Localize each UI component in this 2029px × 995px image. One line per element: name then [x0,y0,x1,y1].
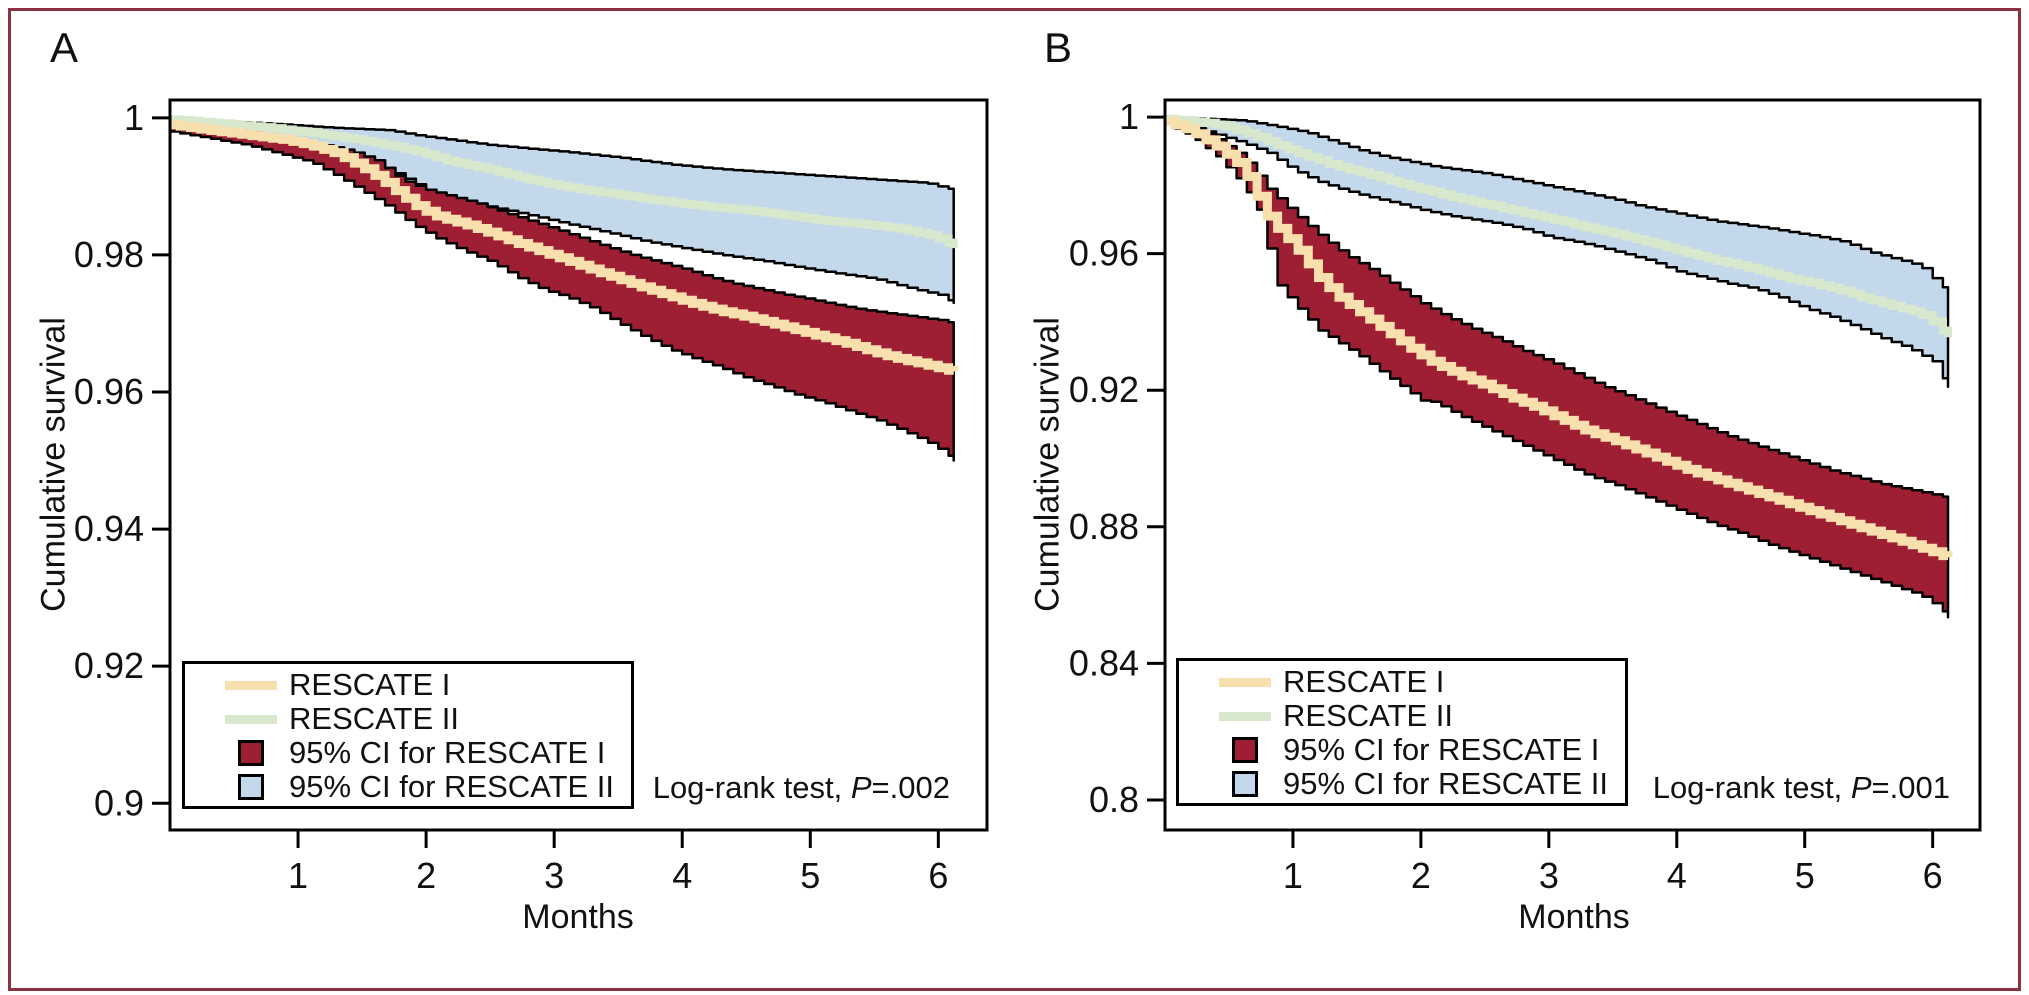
x-tick-label: 6 [928,855,948,896]
legend-row-rescate2: RESCATE II [1207,698,1625,733]
x-tick-label: 1 [288,855,308,896]
x-tick-label: 5 [800,855,820,896]
x-tick-label: 2 [1411,855,1431,896]
legend-row-ci1: 95% CI for RESCATE I [1207,732,1625,767]
legend-label: RESCATE I [289,667,451,702]
y-tick-label: 0.9 [94,782,144,823]
legend-row-ci2: 95% CI for RESCATE II [1207,766,1625,801]
panel-b-y-axis-title: Cumulative survival [1028,317,1067,612]
legend-row-ci2: 95% CI for RESCATE II [213,769,631,804]
y-tick-label: 0.92 [74,645,144,686]
legend-row-rescate1: RESCATE I [1207,664,1625,699]
survival-curve-rescate1_line [170,120,959,375]
p-symbol: P [1850,770,1872,805]
y-tick-label: 0.84 [1069,642,1139,683]
legend-label: 95% CI for RESCATE I [289,735,606,770]
y-tick-label: 0.96 [74,371,144,412]
ci1-box-swatch [1207,737,1283,763]
x-tick-label: 4 [672,855,692,896]
plot-frame [1163,98,1982,832]
panel-a-logrank-annotation: Log-rank test, P=.002 [652,770,950,805]
panel-a-legend: RESCATE I RESCATE II 95% CI for RESCATE … [182,661,634,809]
x-tick-label: 2 [416,855,436,896]
legend-label: 95% CI for RESCATE I [1283,732,1600,767]
ci-band-ci2_fill [1163,115,1950,389]
y-tick-label: 0.98 [74,234,144,275]
panel-a-y-axis-title: Cumulative survival [34,317,73,612]
panel-b-logrank-annotation: Log-rank test, P=.001 [1652,770,1950,805]
legend-row-rescate2: RESCATE II [213,701,631,736]
legend-label: RESCATE II [1283,698,1453,733]
survival-curve-rescate1_line [1165,116,1953,561]
panel-B-plot: 1 2 3 4 5 6 1 0.96 0.92 0.88 0.84 0.8 [1069,96,1982,896]
x-tick-label: 6 [1923,855,1943,896]
y-tick-label: 0.94 [74,508,144,549]
p-symbol: P [850,770,872,805]
panel-a-x-axis-title: Months [522,898,634,936]
rescate1-line-swatch [213,680,289,690]
x-tick-label: 3 [1539,855,1559,896]
ci2-box-swatch [1207,771,1283,797]
x-tick-label: 3 [544,855,564,896]
legend-row-rescate1: RESCATE I [213,667,631,702]
y-tick-label: 0.88 [1069,506,1139,547]
panel-b-x-axis-title: Months [1518,898,1630,936]
legend-label: RESCATE I [1283,664,1445,699]
ci2-box-swatch [213,774,289,800]
legend-label: 95% CI for RESCATE II [1283,766,1609,801]
rescate2-line-swatch [213,714,289,724]
plot-frame [168,98,989,832]
legend-label: RESCATE II [289,701,459,736]
panel-b-legend: RESCATE I RESCATE II 95% CI for RESCATE … [1176,658,1628,806]
y-tick-label: 0.8 [1089,779,1139,820]
ci1-box-swatch [213,740,289,766]
survival-curve-rescate2_line [1165,114,1952,338]
x-tick-label: 5 [1795,855,1815,896]
x-tick-label: 4 [1667,855,1687,896]
rescate1-line-swatch [1207,677,1283,687]
panel-b-letter: B [1044,24,1073,71]
y-tick-label: 1 [1119,96,1139,137]
survival-curve-rescate2_line [170,115,958,249]
y-tick-label: 0.92 [1069,369,1139,410]
legend-label: 95% CI for RESCATE II [289,769,615,804]
panel-A-plot: 1 2 3 4 5 6 1 0.98 0.96 0.94 0.92 0.9 [74,97,989,896]
ci-band-ci1_fill [168,124,955,462]
x-tick-label: 1 [1283,855,1303,896]
y-tick-label: 0.96 [1069,233,1139,274]
panel-a-letter: A [50,24,79,71]
y-tick-label: 1 [124,97,144,138]
legend-row-ci1: 95% CI for RESCATE I [213,735,631,770]
rescate2-line-swatch [1207,711,1283,721]
